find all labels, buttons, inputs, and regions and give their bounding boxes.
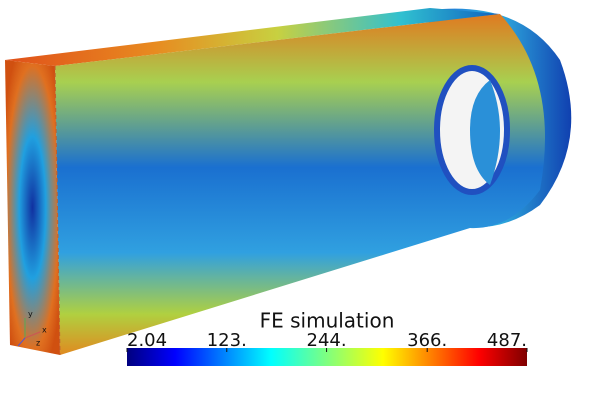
- colorbar-title: FE simulation: [260, 309, 395, 333]
- colorbar-gradient: [127, 348, 527, 366]
- tick-label: 487.: [487, 330, 527, 351]
- tick-label: 2.04: [127, 330, 167, 351]
- hole-inner: [470, 80, 500, 185]
- tick-label: 123.: [207, 330, 247, 351]
- tick-label: 366.: [407, 330, 447, 351]
- axis-label: y: [28, 310, 33, 319]
- colorbar: FE simulation 2.04 123. 244. 366. 487.: [126, 309, 528, 366]
- orientation-axes: y x z: [17, 310, 47, 348]
- axis-label: x: [42, 326, 47, 335]
- fe-model: [5, 8, 572, 356]
- tick-label: 244.: [307, 330, 347, 351]
- front-face: [55, 14, 545, 355]
- axis-line: [17, 337, 26, 347]
- axis-label: z: [36, 339, 40, 348]
- axis-line: [24, 331, 41, 339]
- top-face: [5, 8, 500, 66]
- edge: [54, 65, 61, 356]
- end-face: [5, 60, 60, 355]
